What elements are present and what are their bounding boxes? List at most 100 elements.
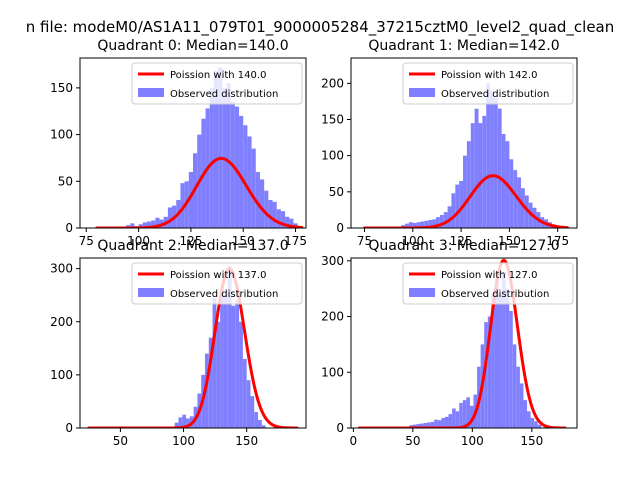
histogram-bar xyxy=(239,115,244,228)
histogram-bar xyxy=(268,199,273,228)
histogram-bar xyxy=(452,408,456,428)
histogram-bar xyxy=(439,214,444,228)
legend-hist-swatch xyxy=(138,288,164,297)
x-tick-label: 100 xyxy=(172,434,195,448)
histogram-bar xyxy=(186,418,190,428)
histogram-bar xyxy=(437,420,442,428)
legend-hist-swatch xyxy=(409,288,435,297)
histogram-bar xyxy=(470,123,475,228)
histogram-bar xyxy=(405,223,409,228)
histogram-bar xyxy=(443,212,448,228)
histogram-bar xyxy=(412,222,417,228)
histogram-bar xyxy=(216,321,221,428)
histogram-bar xyxy=(474,108,479,228)
histogram-bar xyxy=(505,288,510,428)
legend-hist-label: Observed distribution xyxy=(441,289,549,300)
histogram-bar xyxy=(251,148,256,228)
histogram-bar xyxy=(246,380,251,428)
histogram-bar xyxy=(517,177,521,228)
axes-frame xyxy=(350,57,578,229)
histogram-bar xyxy=(466,397,470,428)
axes-frame xyxy=(350,257,578,429)
poisson-curve xyxy=(363,174,569,228)
legend-hist-swatch xyxy=(138,88,164,97)
histogram-bar xyxy=(231,305,236,428)
histogram-bar xyxy=(242,358,247,428)
histogram-bar xyxy=(289,218,294,228)
histogram-bar xyxy=(430,421,435,428)
histogram-bar xyxy=(130,223,135,228)
histogram-bar xyxy=(146,221,152,228)
histogram-bar xyxy=(259,179,265,228)
histogram-bar xyxy=(243,125,248,228)
histogram-bar xyxy=(527,411,531,428)
y-tick-label: 300 xyxy=(50,262,73,276)
x-tick-label: 100 xyxy=(401,234,424,248)
subplot-quadrant-1: 75 100 125 150 175 0 50 100 150 200 Poission with … xyxy=(321,38,578,248)
legend-curve-label: Poission with 137.0 xyxy=(170,270,266,281)
histogram-bar xyxy=(469,405,474,428)
subplot-title: Quadrant 3: Median=127.0 xyxy=(368,238,559,254)
legend: Poission with 137.0 Observed distribution xyxy=(131,262,303,305)
histogram-bar xyxy=(258,420,262,428)
legend-box xyxy=(402,262,574,305)
histogram-bar xyxy=(272,201,277,228)
poisson-curve xyxy=(87,267,299,428)
histogram-bar xyxy=(462,400,467,428)
histogram-bar xyxy=(512,344,517,428)
histogram-bar xyxy=(513,170,518,228)
histogram-bar xyxy=(520,188,525,228)
y-tick-label: 200 xyxy=(321,76,344,90)
x-tick-label: 50 xyxy=(405,434,420,448)
histogram-bar xyxy=(220,289,224,428)
legend: Poission with 142.0 Observed distribution xyxy=(402,62,574,105)
histogram-bar xyxy=(497,108,502,228)
histogram-bar xyxy=(227,265,232,428)
x-tick-label: 100 xyxy=(461,434,484,448)
histogram-bar xyxy=(434,419,438,428)
y-tick-label: 200 xyxy=(321,310,344,324)
histogram-bar xyxy=(142,222,147,228)
x-tick-label: 175 xyxy=(546,234,569,248)
histogram-bar xyxy=(478,123,483,228)
legend-box xyxy=(131,262,303,305)
histogram-bar xyxy=(182,414,187,428)
histogram-bar xyxy=(427,422,431,428)
histogram-bar xyxy=(523,400,528,428)
legend-box xyxy=(402,62,574,105)
histogram-bar xyxy=(204,353,209,428)
y-tick-label: 50 xyxy=(329,185,344,199)
histogram-bar xyxy=(226,83,231,228)
histogram-bar xyxy=(167,207,173,228)
subplot-title: Quadrant 0: Median=140.0 xyxy=(97,38,288,54)
histogram-bar xyxy=(276,209,281,228)
axes-frame xyxy=(79,257,307,429)
histogram-bar xyxy=(482,115,487,228)
histogram-bar xyxy=(247,136,252,228)
histogram-bar xyxy=(435,217,440,228)
histogram-bar xyxy=(524,195,529,228)
histogram-bar xyxy=(444,416,449,428)
y-tick-label: 100 xyxy=(321,365,344,379)
histogram-bar xyxy=(537,424,542,428)
y-tick-label: 100 xyxy=(321,149,344,163)
histogram-bar xyxy=(448,414,453,428)
histogram-bar xyxy=(466,141,471,228)
histogram-bar xyxy=(223,295,228,428)
histogram-bar xyxy=(261,425,266,428)
histogram-bar xyxy=(280,211,286,228)
axes-frame xyxy=(79,57,307,229)
x-tick-label: 100 xyxy=(127,234,150,248)
histogram-bars xyxy=(401,83,556,228)
legend-curve-label: Poission with 142.0 xyxy=(441,70,537,81)
histogram-bar xyxy=(509,159,514,228)
legend-curve-label: Poission with 140.0 xyxy=(170,70,266,81)
x-tick-label: 150 xyxy=(235,434,258,448)
histogram-bar xyxy=(180,183,185,228)
y-tick-label: 0 xyxy=(65,221,73,235)
legend-hist-label: Observed distribution xyxy=(170,89,278,100)
histogram-bar xyxy=(235,300,240,428)
histogram-bar xyxy=(209,87,214,228)
y-tick-label: 100 xyxy=(50,128,73,142)
